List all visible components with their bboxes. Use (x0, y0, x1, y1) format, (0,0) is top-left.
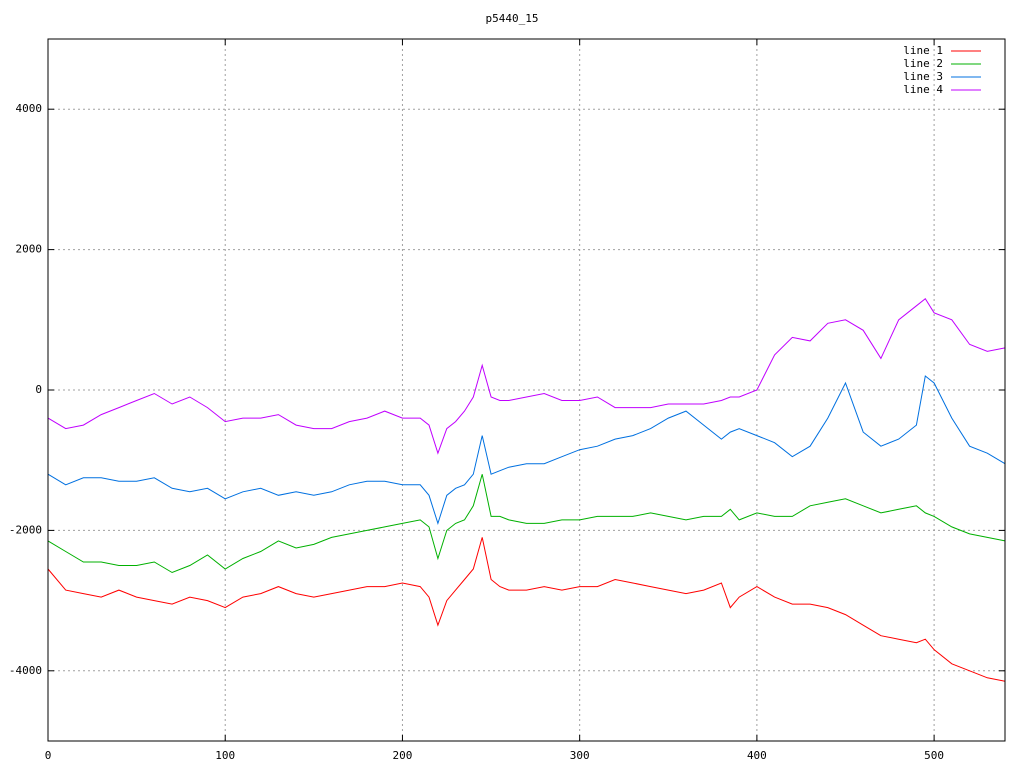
chart-title: p5440_15 (486, 12, 539, 25)
y-tick-label: -2000 (9, 523, 42, 536)
data-line (47, 297, 1006, 455)
data-line (47, 537, 1006, 682)
data-line (47, 375, 1006, 526)
y-tick-label: -4000 (9, 664, 42, 677)
legend-label: line 2 (903, 57, 943, 70)
x-tick-label: 100 (215, 749, 235, 762)
data-line (47, 474, 1006, 574)
x-tick-label: 0 (45, 749, 52, 762)
x-tick-label: 300 (570, 749, 590, 762)
y-tick-label: 2000 (16, 243, 43, 256)
y-tick-label: 4000 (16, 102, 43, 115)
x-tick-label: 200 (393, 749, 413, 762)
legend-label: line 3 (903, 70, 943, 83)
y-tick-label: 0 (35, 383, 42, 396)
legend-label: line 1 (903, 44, 943, 57)
legend-label: line 4 (903, 83, 943, 96)
x-tick-label: 400 (747, 749, 767, 762)
x-tick-label: 500 (924, 749, 944, 762)
plot-border (47, 38, 1006, 742)
